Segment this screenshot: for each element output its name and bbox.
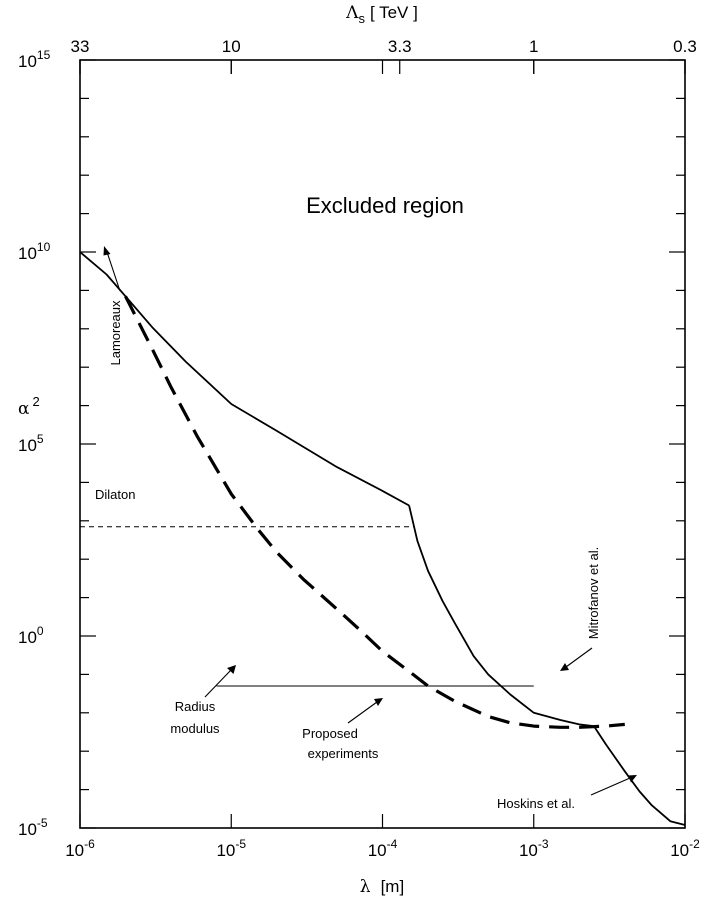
exclusion-limit-curve-2 — [408, 505, 595, 727]
lamoreaux-arrow — [106, 251, 121, 292]
modulus-label: modulus — [170, 721, 220, 736]
proposed-label: Proposed — [302, 726, 358, 741]
y-tick-label: 1010 — [18, 240, 51, 263]
x-tick-label: 10-4 — [368, 837, 398, 860]
y-tick-label: 10-5 — [18, 816, 48, 839]
top-tick-label: 0.3 — [673, 37, 697, 56]
x-axis-title: λ [m] — [360, 877, 404, 897]
top-tick-label: 10 — [222, 37, 241, 56]
top-tick-label: 1 — [529, 37, 538, 56]
y-tick-label: 1015 — [18, 48, 51, 71]
exclusion-limit-curve-3 — [593, 725, 686, 826]
x-tick-label: 10-3 — [519, 837, 549, 860]
y-tick-label: 105 — [18, 432, 44, 455]
dilaton-label: Dilaton — [95, 487, 135, 502]
top-tick-label: 33 — [71, 37, 90, 56]
radius-arrow — [204, 669, 232, 698]
experiments-label: experiments — [308, 746, 379, 761]
y-tick-label: 100 — [18, 624, 44, 647]
lamoreaux-arrowhead — [103, 246, 111, 256]
top-axis-title: Λs[ TeV ] — [345, 3, 418, 26]
labels-layer: 10-6 10-5 10-4 10-3 10-2 10-5 100 105 1010 1015 33… — [18, 37, 700, 860]
x-tick-label: 10-6 — [65, 837, 95, 860]
excluded-region-label: Excluded region — [306, 193, 464, 218]
x-tick-label: 10-2 — [670, 837, 700, 860]
hoskins-arrow — [590, 777, 631, 796]
x-tick-label: 10-5 — [216, 837, 246, 860]
proposed-experiments-curve — [124, 295, 625, 729]
hoskins-arrowhead — [628, 775, 637, 783]
lines-layer — [79, 251, 686, 826]
mitrofanov-arrowhead — [560, 663, 569, 671]
hoskins-label: Hoskins et al. — [497, 796, 575, 811]
lamoreaux-label: Lamoreaux — [108, 300, 123, 366]
radius-label: Radius — [175, 699, 216, 714]
ticks-layer — [79, 59, 686, 829]
top-tick-label: 3.3 — [388, 37, 412, 56]
proposed-arrowhead — [374, 698, 383, 706]
radius-arrowhead — [227, 665, 236, 674]
plot-frame — [79, 59, 686, 829]
mitrofanov-label: Mitrofanov et al. — [586, 547, 601, 640]
exclusion-limit-curve-1 — [79, 251, 410, 507]
proposed-arrow — [347, 701, 378, 724]
mitrofanov-arrow — [565, 647, 593, 668]
